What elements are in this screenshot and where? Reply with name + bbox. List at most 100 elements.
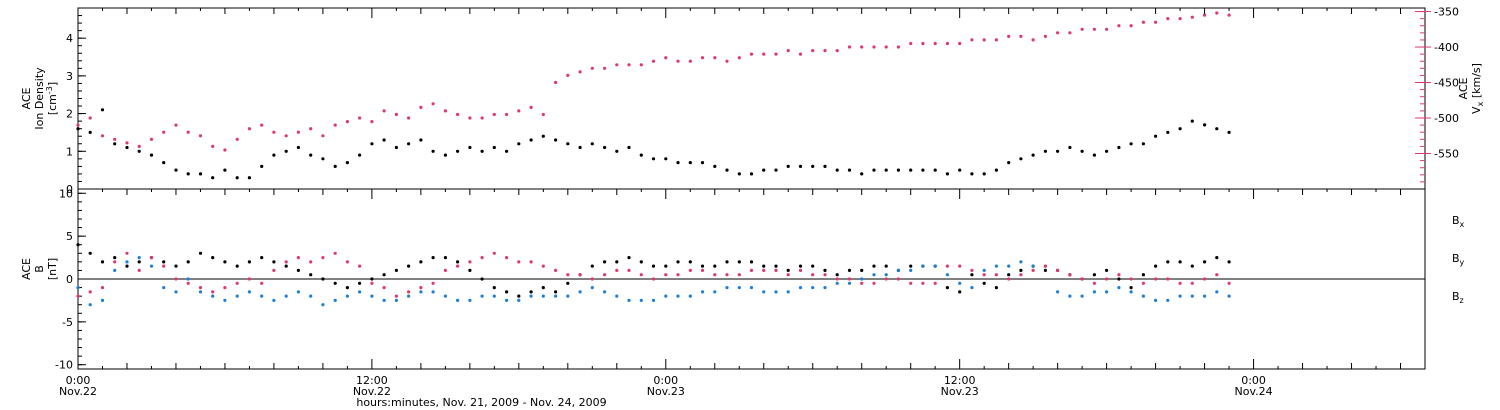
top-data-point <box>1166 130 1170 134</box>
bottom-data-point <box>1166 298 1170 302</box>
bottom-data-point <box>125 264 129 268</box>
bottom-data-point <box>921 281 925 285</box>
top-left-tick-label: 2 <box>66 108 73 121</box>
bottom-data-point <box>358 264 362 268</box>
top-data-point <box>456 149 460 153</box>
bottom-data-point <box>382 286 386 290</box>
bottom-data-point <box>345 294 349 298</box>
unit-close-bracket: ] <box>46 258 59 262</box>
top-data-point <box>309 153 313 157</box>
bottom-data-point <box>321 303 325 307</box>
top-data-point <box>774 168 778 172</box>
bottom-data-point <box>590 264 594 268</box>
top-data-point <box>345 161 349 165</box>
bottom-data-point <box>896 277 901 281</box>
x-tick-time-label: 0:00 <box>1241 374 1266 387</box>
bottom-data-point <box>1166 277 1170 281</box>
bottom-data-point <box>713 264 717 268</box>
bottom-data-point <box>492 294 496 298</box>
legend-symbol: B <box>1452 252 1460 265</box>
bottom-data-point <box>1080 277 1084 281</box>
top-panel: 0 1 2 3 4 -350 -400 -450 -500 -550 ACE Ion Densi… <box>20 6 1485 196</box>
top-data-point <box>921 41 925 46</box>
bottom-data-point <box>407 294 411 298</box>
bottom-data-point <box>664 264 668 268</box>
bottom-data-point <box>211 256 215 260</box>
top-right-axis-unit: Vx [km/s] <box>1470 63 1485 114</box>
top-data-point <box>419 138 423 142</box>
bottom-data-point <box>149 256 154 260</box>
top-data-point <box>1141 20 1145 24</box>
legend-subscript: y <box>1460 258 1465 267</box>
top-data-point <box>1092 27 1096 31</box>
top-data-point <box>554 80 558 85</box>
top-data-point <box>541 112 545 117</box>
bottom-data-point <box>762 264 766 268</box>
top-data-point <box>847 168 852 172</box>
top-right-tick-label: -400 <box>1434 41 1459 54</box>
bottom-data-point <box>725 286 729 290</box>
top-data-point <box>284 134 288 138</box>
top-data-point <box>1080 27 1084 31</box>
bottom-data-point <box>1154 264 1158 268</box>
bottom-data-point <box>174 264 178 268</box>
bottom-data-point <box>578 273 582 277</box>
bottom-data-point <box>1043 268 1047 272</box>
top-data-point <box>76 127 80 131</box>
bottom-data-point <box>970 273 974 277</box>
bottom-data-point <box>725 273 729 277</box>
top-data-point <box>443 109 447 113</box>
top-data-point <box>431 102 435 106</box>
bottom-data-point <box>431 290 435 294</box>
top-data-point <box>198 172 203 176</box>
bottom-data-point <box>823 273 827 277</box>
top-data-point <box>615 149 619 153</box>
top-data-point <box>296 145 300 150</box>
legend-entry: Bx <box>1452 214 1465 229</box>
bottom-data-point <box>492 251 496 255</box>
top-data-point <box>1203 123 1207 127</box>
top-data-point <box>235 137 239 141</box>
top-data-point <box>603 66 607 70</box>
bottom-data-point <box>994 286 999 290</box>
bottom-data-point <box>945 286 950 290</box>
x-tick-time-label: 0:00 <box>653 374 678 387</box>
top-data-point <box>921 168 925 172</box>
top-panel-frame <box>77 7 1426 190</box>
bottom-data-point <box>431 256 435 260</box>
top-data-point <box>676 161 680 165</box>
top-data-point <box>456 112 460 117</box>
bottom-data-point <box>603 273 607 277</box>
top-data-point <box>1068 31 1072 35</box>
top-data-point <box>321 157 325 161</box>
velocity-symbol: V <box>1470 106 1483 114</box>
top-data-point <box>517 109 521 113</box>
bottom-data-point <box>541 264 545 268</box>
top-data-point <box>260 164 264 168</box>
top-left-axis: 0 1 2 3 4 <box>66 7 86 196</box>
bottom-data-point <box>113 260 117 264</box>
top-data-point <box>725 168 729 172</box>
bottom-data-point <box>480 256 484 260</box>
top-data-point <box>492 145 496 150</box>
bottom-data-point <box>884 273 888 277</box>
bottom-data-point <box>296 268 300 272</box>
top-data-point <box>358 153 362 157</box>
bottom-data-point <box>1215 273 1219 277</box>
bottom-data-point <box>1203 277 1207 281</box>
bottom-data-point <box>260 281 264 285</box>
bottom-data-point <box>186 277 190 281</box>
bottom-data-point <box>1043 264 1047 268</box>
bottom-data-point <box>566 273 570 277</box>
top-data-point <box>76 123 80 127</box>
top-data-point <box>247 127 251 131</box>
x-tick-time-label: 12:00 <box>944 374 976 387</box>
top-data-point <box>186 130 190 134</box>
bottom-data-point <box>1056 290 1060 294</box>
bottom-data-point <box>1019 273 1023 277</box>
bottom-data-point <box>713 273 717 277</box>
bottom-data-point <box>1105 290 1109 294</box>
bottom-data-point <box>529 290 533 294</box>
top-data-point <box>615 63 619 67</box>
top-data-point <box>1154 134 1158 138</box>
